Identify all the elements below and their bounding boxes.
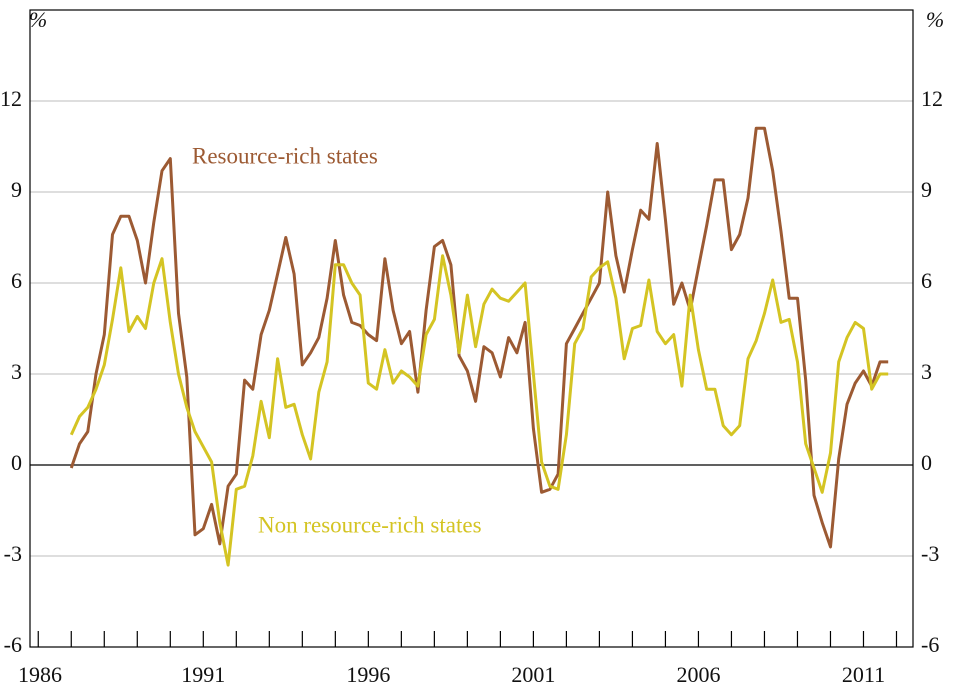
y-tick-label: 3 <box>11 359 22 384</box>
y2-tick-label: 6 <box>921 268 932 293</box>
y-tick-label: 12 <box>0 86 22 111</box>
series-line <box>69 126 889 549</box>
annotation: Non resource-rich states <box>258 512 482 537</box>
y-tick-label: 6 <box>11 268 22 293</box>
y2-tick-label: 0 <box>921 450 932 475</box>
y2-tick-label: -3 <box>921 541 939 566</box>
x-tick-label: 1996 <box>346 662 390 687</box>
y-tick-label: 9 <box>11 177 22 202</box>
y2-tick-label: 3 <box>921 359 932 384</box>
y2-tick-label: -6 <box>921 632 939 657</box>
y-tick-label: 0 <box>11 450 22 475</box>
y-tick-label: -3 <box>4 541 22 566</box>
x-tick-label: 1991 <box>181 662 225 687</box>
y2-tick-label: 12 <box>921 86 943 111</box>
y2-axis-unit: % <box>926 7 944 32</box>
series-line <box>69 254 889 567</box>
x-tick-label: 1986 <box>18 662 62 687</box>
x-tick-label: 2006 <box>676 662 720 687</box>
annotation: Resource-rich states <box>192 143 378 168</box>
x-tick-label: 2011 <box>842 662 885 687</box>
y-tick-label: -6 <box>4 632 22 657</box>
plot-frame <box>29 9 914 648</box>
y2-tick-label: 9 <box>921 177 932 202</box>
x-tick-label: 2001 <box>511 662 555 687</box>
y-axis-unit: % <box>29 7 47 32</box>
